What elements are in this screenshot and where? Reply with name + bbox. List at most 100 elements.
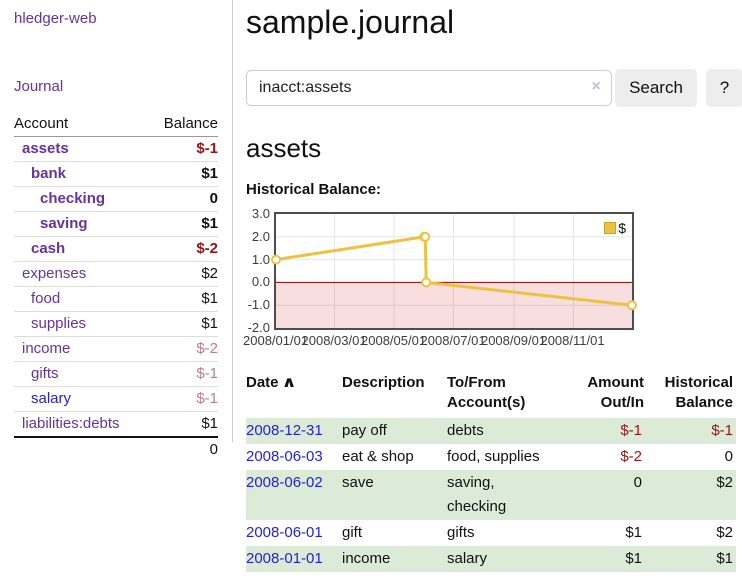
x-axis-tick-label: 2008/01/01 [243,333,309,348]
y-axis-tick-label: 3.0 [251,206,270,221]
transaction-amount: $1 [549,546,644,572]
account-row: liabilities:debts $1 [14,411,218,438]
account-balance: $-1 [148,386,218,412]
x-axis-tick-label: 2008/05/01 [361,333,427,348]
y-axis-tick-label: 0.0 [251,274,270,290]
accounts-header-row: Account Balance [14,113,218,137]
column-header-amount: Amount Out/In [587,374,644,411]
y-axis-tick-label: -1.0 [247,297,270,313]
transaction-description: save [342,470,447,520]
account-balance: $1 [148,311,218,337]
x-axis-tick-label: 2008/03/01 [301,333,367,348]
search-button[interactable]: Search [615,69,697,107]
account-row: cash $-2 [14,236,218,262]
account-balance: $-2 [148,236,218,262]
x-axis-tick-label: 2008/11/01 [540,333,605,348]
account-balance: 0 [148,186,218,212]
account-balance: $1 [148,286,218,312]
transaction-date-link[interactable]: 2008-06-02 [246,474,323,491]
transactions-table: Date ∧ Description To/From Account(s) Amo… [246,373,736,572]
app-title-link[interactable]: hledger-web [14,10,97,27]
account-balance: $1 [148,211,218,237]
clear-search-icon[interactable]: × [591,78,601,95]
account-link-food[interactable]: food [31,290,61,307]
transaction-date-link[interactable]: 2008-06-01 [246,524,323,541]
legend-swatch-icon [604,222,617,234]
account-link-supplies[interactable]: supplies [31,315,87,332]
search-form: × Search ? [246,69,742,107]
account-row: saving $1 [14,211,218,237]
accounts-table: Account Balance assets $-1 bank $1 check… [14,113,218,462]
account-link-income[interactable]: income [22,340,71,357]
account-balance: $2 [148,261,218,287]
account-row: checking 0 [14,186,218,212]
account-link-gifts[interactable]: gifts [31,365,59,382]
account-link-expenses[interactable]: expenses [22,265,87,282]
transaction-accounts: debts [447,418,549,444]
transaction-accounts: gifts [447,524,475,541]
transaction-balance: $1 [644,546,736,572]
account-balance: $-1 [148,361,218,387]
column-header-balance: Historical Balance [664,374,733,411]
transaction-amount: $-2 [620,448,642,465]
accounts-total-row: 0 [14,436,218,462]
transaction-accounts: salary [447,546,549,572]
account-link-cash[interactable]: cash [31,240,66,257]
account-link-checking[interactable]: checking [40,190,106,207]
account-link-assets[interactable]: assets [22,140,69,157]
account-link-liabilities-debts[interactable]: liabilities:debts [22,415,120,432]
transaction-description: income [342,546,447,572]
sort-asc-icon: ∧ [280,374,297,391]
account-link-bank[interactable]: bank [31,165,67,182]
transaction-description: gift [342,524,363,541]
main-content: sample.journal × Search ? assets Histori… [233,0,742,572]
chart-plot[interactable]: $ [271,212,637,330]
account-row: supplies $1 [14,311,218,337]
column-header-date[interactable]: Date ∧ [246,374,297,391]
account-balance: $1 [148,411,218,438]
transaction-row[interactable]: 2008-06-03 eat & shop food, supplies $-2… [246,444,736,470]
y-axis-tick-label: 2.0 [251,228,270,244]
transaction-accounts: saving, checking [447,470,549,520]
account-row: food $1 [14,286,218,312]
x-axis-tick-label: 2008/07/01 [420,333,486,348]
account-balance: $-2 [148,336,218,362]
account-link-saving[interactable]: saving [40,215,88,232]
sidebar: hledger-web Journal Account Balance asse… [0,0,233,462]
transaction-balance: $-1 [644,418,736,444]
account-row: expenses $2 [14,261,218,287]
sidebar-item-journal[interactable]: Journal [14,78,64,95]
transaction-date-link[interactable]: 2008-12-31 [246,422,323,439]
transaction-row[interactable]: 2008-06-02 save saving, checking 0 $2 [246,470,736,520]
transaction-amount: $1 [625,524,642,541]
y-axis-tick-label: -2.0 [247,320,270,335]
accounts-header-account: Account [14,113,149,137]
account-link-salary[interactable]: salary [31,390,72,407]
chart-legend: $ [604,220,626,236]
column-header-accounts: To/From Account(s) [447,374,526,411]
account-row: assets $-1 [14,136,218,162]
account-balance: $1 [148,161,218,187]
transaction-date-link[interactable]: 2008-06-03 [246,448,323,465]
account-row: income $-2 [14,336,218,362]
transaction-row[interactable]: 2008-01-01 income salary $1 $1 [246,546,736,572]
search-input[interactable] [246,70,612,106]
transaction-description: eat & shop [342,448,414,465]
balance-chart: $ 3.0 2.0 1.0 0.0 -1.0 -2.0 2008/01/01 2008/03/… [243,206,742,351]
transaction-amount: 0 [549,470,644,520]
y-axis-tick-label: 1.0 [251,251,270,267]
help-button[interactable]: ? [706,69,742,107]
transaction-date-link[interactable]: 2008-01-01 [246,550,323,567]
transaction-row[interactable]: 2008-06-01 gift gifts $1 $2 [246,520,736,546]
page-title: sample.journal [246,4,455,40]
transactions-header-row: Date ∧ Description To/From Account(s) Amo… [246,373,736,418]
transaction-balance: $2 [716,524,733,541]
legend-label: $ [618,220,626,236]
transaction-row[interactable]: 2008-12-31 pay off debts $-1 $-1 [246,418,736,444]
column-header-description: Description [342,374,425,391]
transaction-balance: $2 [644,470,736,520]
account-heading: assets [246,133,322,163]
transaction-balance: 0 [724,448,733,465]
account-row: gifts $-1 [14,361,218,387]
